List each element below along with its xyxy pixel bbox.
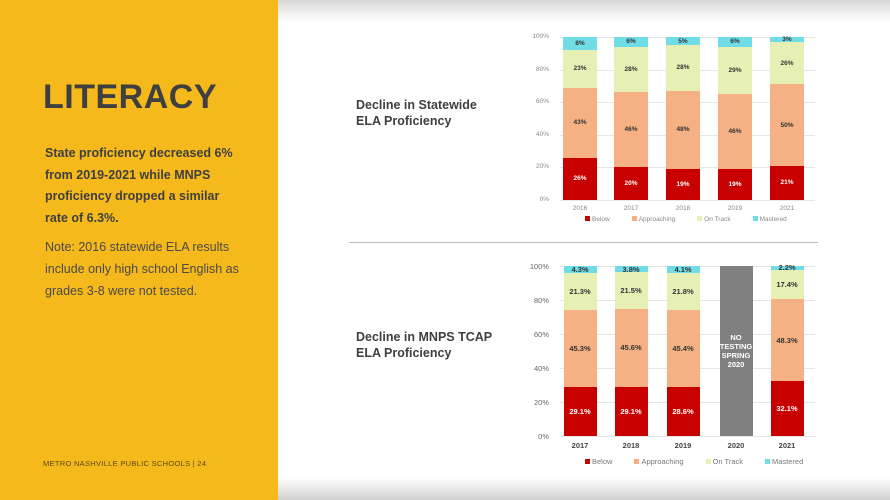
bar-segment-mastered: 3%: [770, 36, 804, 43]
legend: Below Approaching On Track Mastered: [585, 216, 787, 223]
bar-segment-below: 20%: [614, 167, 648, 200]
divider: [349, 242, 818, 243]
y-tick-label: 0%: [539, 196, 549, 203]
bar-segment-approaching: 50%: [770, 84, 804, 166]
bar-segment-approaching: 46%: [718, 94, 752, 170]
bar-segment-below: 32.1%: [770, 381, 804, 436]
legend-item: Approaching: [631, 216, 676, 223]
legend-item: Mastered: [765, 457, 803, 466]
x-tick-label: 2019: [727, 205, 743, 212]
chart-title-mnps: Decline in MNPS TCAP ELA Proficiency: [356, 330, 492, 360]
bar-segment-approaching: 45.4%: [666, 310, 700, 388]
x-tick-label: 2017: [571, 441, 589, 450]
legend-item: Approaching: [634, 457, 684, 466]
legend: Below Approaching On Track Mastered: [585, 457, 803, 466]
bar-segment-below: 19%: [718, 169, 752, 200]
legend-swatch: [585, 216, 590, 221]
bar-segment-below: 26%: [563, 157, 597, 200]
x-tick-label: 2021: [778, 441, 796, 450]
legend-item: On Track: [697, 216, 731, 223]
y-tick-label: 60%: [533, 330, 549, 339]
legend-label: Mastered: [772, 457, 804, 466]
legend-label: Approaching: [641, 457, 684, 466]
legend-label: Below: [592, 457, 613, 466]
bar-segment-mastered: 4.3%: [563, 265, 597, 274]
bar-segment-below: 29.1%: [614, 386, 648, 436]
x-tick-label: 2016: [572, 205, 588, 212]
bar-segment-on-track: 21.8%: [666, 273, 700, 311]
legend-swatch: [752, 216, 758, 221]
bar-segment-on-track: 21.3%: [563, 273, 597, 310]
bar-segment-on-track: 21.5%: [614, 272, 648, 309]
legend-swatch: [631, 216, 637, 221]
legend-item: Below: [585, 216, 610, 223]
bar-segment-mastered: 6%: [614, 37, 648, 47]
bar-segment-mastered: 6%: [718, 37, 752, 47]
bar-segment-mastered: 5%: [666, 37, 700, 46]
bar-segment-below: 29.1%: [563, 386, 597, 436]
legend-label: Approaching: [638, 216, 676, 223]
bar-segment-approaching: 45.3%: [563, 309, 597, 387]
legend-item: On Track: [705, 457, 743, 466]
bar-segment-on-track: 28%: [614, 46, 648, 93]
legend-item: Mastered: [752, 216, 787, 223]
y-tick-label: 80%: [535, 65, 549, 73]
footer: METRO NASHVILLE PUBLIC SCHOOLS | 24: [43, 459, 207, 468]
y-tick-label: 100%: [529, 262, 549, 271]
y-tick-label: 100%: [532, 33, 549, 40]
legend-label: Below: [592, 216, 610, 223]
bar-segment-approaching: 48.3%: [770, 299, 804, 382]
gridline: [560, 436, 815, 437]
x-tick-label: 2019: [674, 441, 692, 450]
chart-title-statewide: Decline in Statewide ELA Proficiency: [356, 98, 477, 128]
lead-text: State proficiency decreased 6% from 2019…: [45, 146, 233, 225]
note-text: Note: 2016 statewide ELA results include…: [45, 240, 239, 298]
bar-segment-on-track: 26%: [770, 41, 804, 85]
gridline: [560, 200, 815, 201]
y-tick-label: 40%: [533, 364, 549, 373]
bar-segment-on-track: 17.4%: [770, 269, 804, 300]
bar-segment-approaching: 45.6%: [614, 309, 648, 387]
bar-segment-on-track: 23%: [563, 50, 597, 88]
sidebar-panel: LITERACY State proficiency decreased 6% …: [0, 0, 278, 500]
bar-segment-mastered: 8%: [563, 37, 597, 51]
x-tick-label: 2020: [727, 441, 745, 450]
bar-segment-on-track: 29%: [718, 46, 752, 95]
y-tick-label: 0%: [538, 432, 549, 441]
bar-segment-below: 28.6%: [666, 387, 700, 436]
bar-segment-on-track: 28%: [666, 45, 700, 91]
bar-segment-mastered: 4.1%: [666, 265, 700, 274]
bar-segment-mastered: 2.2%: [770, 263, 804, 272]
bar-segment-mastered: 3.8%: [614, 265, 648, 274]
bar-segment-below: 19%: [666, 169, 700, 200]
legend-label: On Track: [712, 457, 743, 466]
legend-label: On Track: [704, 216, 731, 223]
no-testing-bar: NO TESTING SPRING 2020: [719, 266, 753, 436]
bar-segment-approaching: 48%: [666, 90, 700, 170]
y-tick-label: 80%: [533, 296, 549, 305]
slide-title: LITERACY: [43, 78, 217, 116]
y-tick-label: 20%: [535, 163, 549, 171]
legend-label: Mastered: [759, 216, 787, 223]
legend-swatch: [697, 216, 703, 221]
x-tick-label: 2017: [623, 205, 639, 212]
x-tick-label: 2021: [779, 205, 795, 212]
bar-segment-approaching: 43%: [563, 87, 597, 158]
y-tick-label: 60%: [535, 98, 549, 106]
legend-swatch: [765, 459, 770, 464]
legend-swatch: [705, 459, 711, 464]
y-tick-label: 40%: [535, 130, 549, 138]
x-tick-label: 2018: [675, 205, 691, 212]
legend-swatch: [634, 459, 640, 464]
x-tick-label: 2018: [622, 441, 640, 450]
bar-segment-approaching: 46%: [614, 92, 648, 168]
legend-item: Below: [585, 457, 612, 466]
bar-segment-below: 21%: [770, 165, 804, 200]
y-tick-label: 20%: [533, 398, 549, 407]
legend-swatch: [585, 459, 590, 464]
